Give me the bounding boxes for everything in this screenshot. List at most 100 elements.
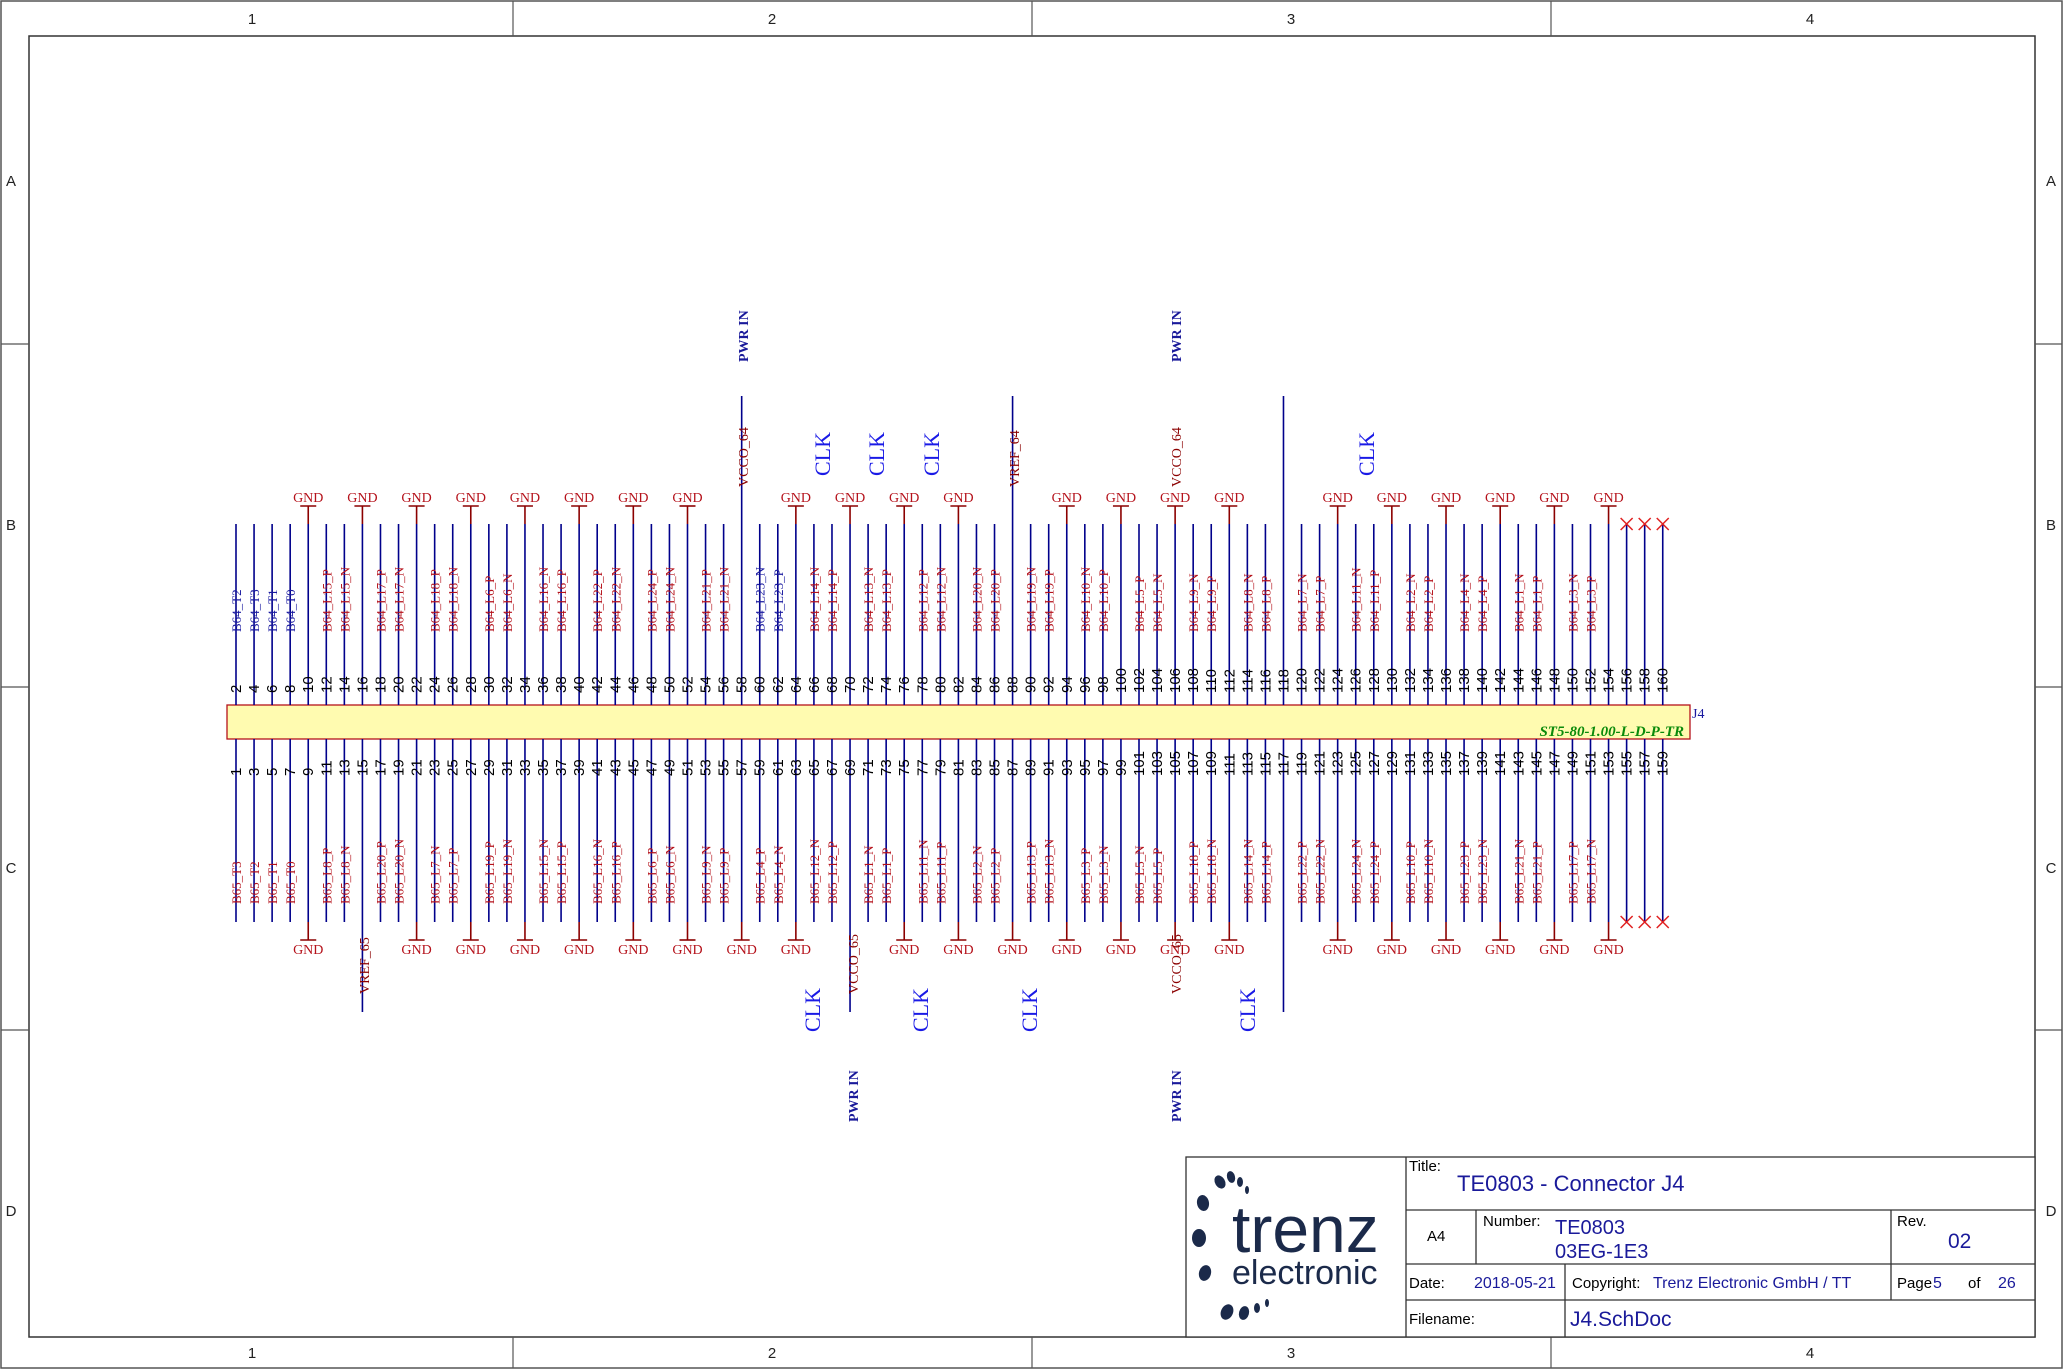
rev-value: 02 [1948,1230,1971,1253]
top-pin-number: 94 [1059,676,1076,693]
top-pin-number: 110 [1203,669,1220,693]
bottom-pin-number: 121 [1312,751,1329,776]
vcco-65-label-a: VCCO_65 [847,934,862,994]
bottom-pin-number: 129 [1384,751,1401,776]
top-net-label: B64_L16_P [554,569,569,632]
top-pin-number: 100 [1113,668,1130,693]
vref-65-label: VREF_65 [358,937,373,994]
top-pin-number: 138 [1456,668,1473,693]
bottom-pin-number: 87 [1005,759,1022,776]
top-no-connect-marker [1656,517,1670,531]
top-gnd-label: GND [1052,491,1082,506]
top-pin-number: 150 [1564,668,1581,693]
top-pin-number: 34 [517,676,534,693]
bottom-net-label: B65_L13_P [1024,841,1039,904]
top-pin-number: 60 [752,676,769,693]
bottom-pin-number: 45 [625,759,642,776]
vref-64-label: VREF_64 [1008,430,1023,487]
top-pin-number: 46 [625,676,642,693]
top-pin-number: 96 [1077,676,1094,693]
top-pin-number: 18 [372,676,389,693]
bottom-pin-number: 33 [517,759,534,776]
bottom-net-label: B65_L16_N [590,838,605,904]
clk-label-top-4: CLK [1354,432,1379,476]
number-line-1: TE0803 [1555,1217,1625,1239]
page-value: 5 [1933,1275,1942,1292]
top-net-label: B64_L5_P [1132,576,1147,632]
top-pin-number: 148 [1546,668,1563,693]
bottom-net-label: B65_L2_N [969,845,984,904]
top-pin-number: 50 [661,676,678,693]
bottom-net-label: B65_T3 [229,861,244,904]
zone-col-1-bottom: 1 [248,1345,256,1362]
top-pin-number: 156 [1619,668,1636,693]
top-net-label: B64_L6_P [482,576,497,632]
top-gnd-label: GND [781,491,811,506]
top-net-label: B64_L7_P [1313,576,1328,632]
bottom-net-label: B65_L15_N [536,838,551,904]
bottom-gnd-label: GND [727,943,757,958]
zone-col-4-bottom: 4 [1806,1345,1814,1362]
bottom-net-label: B65_L14_P [1258,841,1273,904]
bottom-pin-number: 43 [607,759,624,776]
bottom-net-label: B65_L3_N [1096,845,1111,904]
bottom-pin-number: 19 [391,759,408,776]
top-gnd-label: GND [293,491,323,506]
bottom-pin-number: 95 [1077,759,1094,776]
top-net-label: B64_T2 [229,589,244,632]
top-gnd-label: GND [618,491,648,506]
top-net-label: B64_L11_P [1367,570,1382,632]
top-pin-number: 104 [1149,668,1166,693]
copyright-label: Copyright: [1572,1275,1640,1292]
bottom-pin-number: 35 [535,759,552,776]
connector-body[interactable] [226,704,1691,740]
top-gnd-label: GND [672,491,702,506]
top-pin-number: 102 [1131,668,1148,693]
bottom-gnd-label: GND [889,943,919,958]
bottom-net-label: B65_L10_N [1421,838,1436,904]
zone-col-1-top: 1 [248,11,256,28]
top-gnd-label: GND [1322,491,1352,506]
bottom-pin-number: 101 [1131,751,1148,776]
bottom-gnd-label: GND [564,943,594,958]
top-pin-number: 32 [499,676,516,693]
bottom-pin-number: 55 [716,759,733,776]
bottom-net-label: B65_L7_N [428,845,443,904]
clk-label-bottom-4: CLK [1235,988,1260,1032]
copyright-value: Trenz Electronic GmbH / TT [1653,1275,1851,1292]
bottom-net-label: B65_L2_P [988,848,1003,904]
top-net-label: B64_L5_N [1150,573,1165,632]
bottom-net-label: B65_L12_N [807,838,822,904]
top-pin-number: 26 [445,676,462,693]
bottom-pin-number: 77 [914,759,931,776]
bottom-pin-number: 47 [643,759,660,776]
bottom-pin-number: 31 [499,759,516,776]
bottom-pin-number: 139 [1474,751,1491,776]
top-no-connect-marker [1620,517,1634,531]
top-pin-number: 2 [228,685,245,693]
top-gnd-label: GND [943,491,973,506]
top-pin-number: 124 [1330,668,1347,693]
top-pin-number: 4 [246,685,263,693]
top-pin-number: 54 [698,676,715,693]
zone-col-2-top: 2 [768,11,776,28]
bottom-net-label: B65_L8_P [319,848,334,904]
zone-row-b-left: B [6,517,16,534]
top-net-label: B64_L22_N [608,566,623,632]
top-net-label: B64_L1_P [1529,576,1544,632]
bottom-pin-number: 15 [354,759,371,776]
pwr-in-label-bottom-a: PWR IN [847,1070,862,1122]
bottom-no-connect-marker [1620,915,1634,929]
top-gnd-label: GND [1214,491,1244,506]
bottom-pin-number: 115 [1257,752,1274,776]
bottom-pin-number: 73 [878,759,895,776]
top-gnd-label: GND [889,491,919,506]
top-pin-number: 78 [914,676,931,693]
top-pin-number: 90 [1023,676,1040,693]
top-pin-number: 128 [1366,668,1383,693]
bottom-net-label: B65_L10_P [1403,841,1418,904]
bottom-pin-number: 9 [300,768,317,776]
top-net-label: B64_L15_P [319,569,334,632]
bottom-pin-number: 159 [1655,751,1672,776]
bottom-pin-number: 119 [1294,752,1311,776]
